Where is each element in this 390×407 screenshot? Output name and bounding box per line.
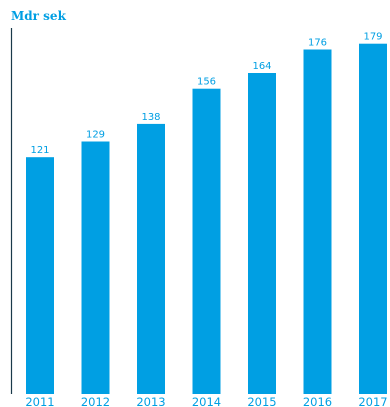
bars-group [26, 43, 387, 395]
x-tick-labels-group: 2011 2012 2013 2014 2015 2016 2017 [25, 395, 387, 407]
value-label-2011: 121 [30, 145, 49, 156]
value-label-2013: 138 [141, 112, 160, 123]
x-tick-label-2014: 2014 [192, 395, 221, 407]
bar-2012 [81, 141, 110, 394]
bar-2016 [303, 49, 332, 394]
bar-2015 [248, 73, 276, 394]
bar-2014 [192, 88, 221, 394]
value-label-2015: 164 [252, 61, 271, 72]
x-tick-label-2012: 2012 [81, 395, 110, 407]
value-label-2016: 176 [308, 38, 327, 49]
bar-2013 [137, 123, 165, 395]
bar-2011 [26, 157, 54, 394]
x-tick-label-2016: 2016 [303, 395, 332, 407]
x-tick-label-2013: 2013 [136, 395, 165, 407]
x-tick-label-2011: 2011 [25, 395, 54, 407]
bar-2017 [359, 43, 387, 394]
value-label-2012: 129 [86, 130, 105, 141]
value-label-2014: 156 [197, 77, 216, 88]
x-tick-label-2017: 2017 [358, 395, 387, 407]
value-label-2017: 179 [363, 32, 382, 43]
x-tick-label-2015: 2015 [247, 395, 276, 407]
value-labels-group: 121 129 138 156 164 176 179 [30, 32, 382, 156]
y-axis-unit-label: Mdr sek [11, 9, 67, 23]
